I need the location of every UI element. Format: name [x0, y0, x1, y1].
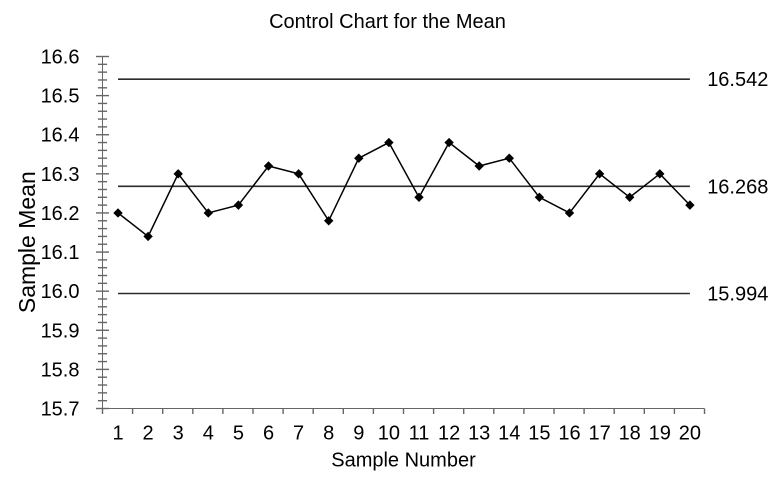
svg-text:12: 12	[438, 423, 460, 445]
svg-text:15.7: 15.7	[41, 399, 80, 421]
svg-text:10: 10	[378, 423, 400, 445]
svg-text:18: 18	[619, 423, 641, 445]
svg-text:16.4: 16.4	[41, 125, 80, 147]
svg-text:16.2: 16.2	[41, 203, 80, 225]
svg-text:15: 15	[528, 423, 550, 445]
svg-text:5: 5	[233, 423, 244, 445]
svg-text:8: 8	[323, 423, 334, 445]
svg-text:2: 2	[143, 423, 154, 445]
svg-text:6: 6	[263, 423, 274, 445]
svg-text:13: 13	[468, 423, 490, 445]
svg-text:16: 16	[558, 423, 580, 445]
svg-text:19: 19	[649, 423, 671, 445]
svg-text:16.5: 16.5	[41, 86, 80, 108]
svg-text:Sample Mean: Sample Mean	[14, 171, 40, 313]
svg-text:7: 7	[293, 423, 304, 445]
svg-text:Control Chart for the Mean: Control Chart for the Mean	[269, 11, 506, 33]
svg-text:16.268: 16.268	[707, 176, 768, 198]
svg-text:16.3: 16.3	[41, 164, 80, 186]
svg-text:17: 17	[588, 423, 610, 445]
svg-text:16.542: 16.542	[707, 69, 768, 91]
svg-text:20: 20	[679, 423, 701, 445]
svg-text:16.6: 16.6	[41, 47, 80, 69]
svg-text:4: 4	[203, 423, 214, 445]
svg-text:15.8: 15.8	[41, 359, 80, 381]
svg-text:16.0: 16.0	[41, 281, 80, 303]
svg-text:3: 3	[173, 423, 184, 445]
svg-text:15.9: 15.9	[41, 320, 80, 342]
svg-text:9: 9	[353, 423, 364, 445]
svg-text:11: 11	[409, 423, 430, 445]
svg-text:Sample Number: Sample Number	[331, 450, 476, 472]
svg-text:15.994: 15.994	[707, 284, 768, 306]
svg-text:14: 14	[498, 423, 520, 445]
svg-text:16.1: 16.1	[41, 242, 80, 264]
svg-text:1: 1	[112, 423, 123, 445]
